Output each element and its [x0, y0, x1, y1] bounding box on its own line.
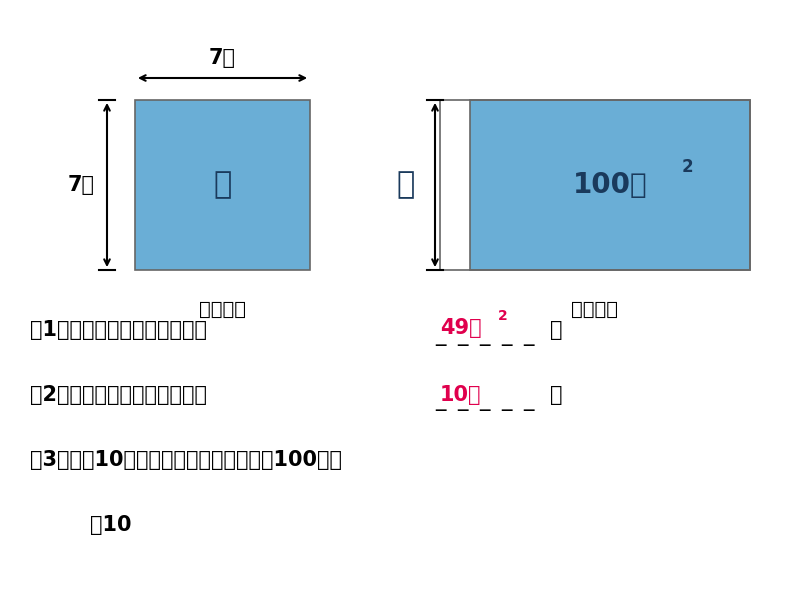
Text: _: _ — [523, 326, 534, 346]
Bar — [440, 100, 750, 270]
Bar — [470, 100, 750, 270]
Text: _: _ — [479, 326, 489, 346]
Text: _: _ — [479, 391, 489, 411]
Text: 49米: 49米 — [440, 318, 482, 338]
Text: （图一）: （图一） — [199, 300, 246, 319]
Text: ；: ； — [550, 320, 562, 340]
Text: 2: 2 — [498, 309, 507, 323]
Text: ；: ； — [550, 385, 562, 405]
Bar — [440, 100, 470, 270]
Text: （3）除了10以外还有什么数的平方也是100吗？: （3）除了10以外还有什么数的平方也是100吗？ — [30, 450, 342, 470]
Text: ？: ？ — [214, 170, 232, 200]
Text: －10: －10 — [90, 515, 132, 535]
Text: _: _ — [435, 391, 445, 411]
Text: （1）图一的正方形的面积为＿: （1）图一的正方形的面积为＿ — [30, 320, 207, 340]
Text: 7米: 7米 — [68, 175, 95, 195]
Text: ？: ？ — [397, 170, 415, 200]
Text: _: _ — [435, 326, 445, 346]
Text: _: _ — [501, 391, 511, 411]
Text: _: _ — [457, 326, 468, 346]
Bar — [135, 100, 310, 270]
Text: （图二）: （图二） — [572, 300, 619, 319]
Text: _: _ — [523, 391, 534, 411]
Text: 100米: 100米 — [572, 171, 647, 199]
Text: _: _ — [457, 391, 468, 411]
Text: 2: 2 — [682, 158, 694, 176]
Text: （2）图二的正方形的边长为＿: （2）图二的正方形的边长为＿ — [30, 385, 207, 405]
Text: _: _ — [501, 326, 511, 346]
Text: 7米: 7米 — [209, 48, 236, 68]
Text: 10米: 10米 — [440, 385, 481, 405]
